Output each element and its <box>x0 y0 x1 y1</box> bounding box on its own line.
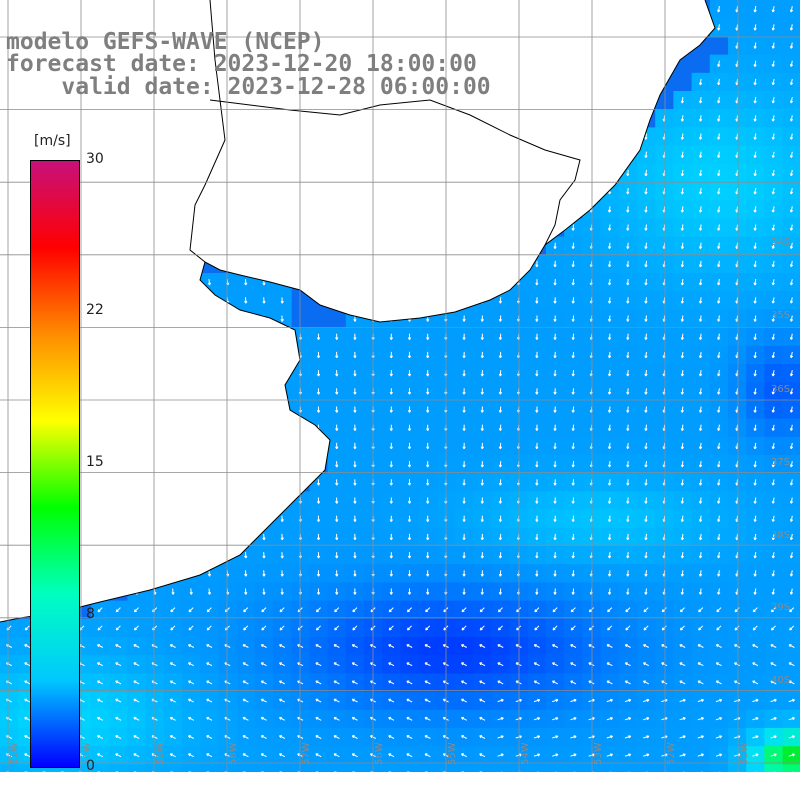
forecast-date: forecast date: 2023-12-20 18:00:00 <box>6 51 477 77</box>
lon-label: 51W <box>739 742 750 765</box>
lat-label: 37S <box>771 457 790 468</box>
lon-label: 57W <box>301 742 312 765</box>
lon-label: 58W <box>228 742 239 765</box>
lat-label: 38S <box>771 530 790 541</box>
wind-vectors <box>5 6 795 794</box>
land-mass <box>0 0 715 622</box>
colorbar <box>30 160 80 768</box>
lat-label: 36S <box>771 384 790 395</box>
colorbar-tick-8: 8 <box>86 606 95 622</box>
colorbar-tick-0: 0 <box>86 758 95 774</box>
colorbar-gradient <box>31 161 79 767</box>
lon-label: 52W <box>666 742 677 765</box>
lon-label: 55W <box>447 742 458 765</box>
border-lines <box>189 0 581 263</box>
lat-label: 34S <box>771 237 790 248</box>
colorbar-tick-22: 22 <box>86 302 104 318</box>
colorbar-unit: [m/s] <box>34 133 71 149</box>
graticule <box>0 0 800 772</box>
lon-label: 54W <box>520 742 531 765</box>
colorbar-tick-30: 30 <box>86 151 104 167</box>
lat-label: 39S <box>771 602 790 613</box>
bottom-margin <box>0 772 800 800</box>
lon-label: 53W <box>593 742 604 765</box>
colorbar-tick-15: 15 <box>86 454 104 470</box>
valid-date: valid date: 2023-12-28 06:00:00 <box>6 74 491 100</box>
lat-label: 40S <box>771 675 790 686</box>
lat-label: 35S <box>771 310 790 321</box>
coastline <box>0 0 716 623</box>
lon-label: 60W <box>82 742 93 765</box>
lon-label: 61W <box>9 742 20 765</box>
lon-label: 59W <box>155 742 166 765</box>
lon-label: 56W <box>374 742 385 765</box>
model-title: modelo GEFS-WAVE (NCEP) <box>6 29 325 55</box>
